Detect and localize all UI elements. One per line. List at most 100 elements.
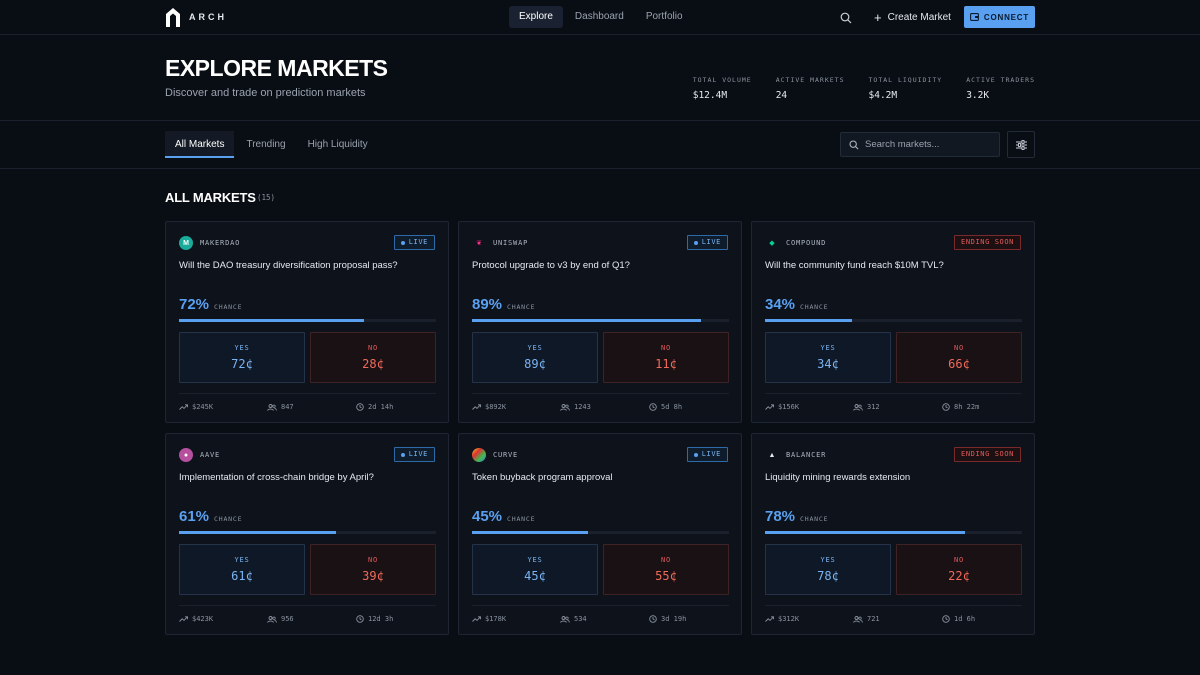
tab-all-markets[interactable]: All Markets bbox=[165, 131, 235, 158]
volume-stat: $423K bbox=[179, 615, 213, 623]
time-left-value: 8h 22m bbox=[954, 403, 980, 411]
no-label: NO bbox=[953, 556, 965, 564]
no-price: 39¢ bbox=[362, 569, 384, 583]
nav-dashboard[interactable]: Dashboard bbox=[574, 11, 624, 22]
volume-stat: $178K bbox=[472, 615, 506, 623]
users-icon bbox=[853, 403, 863, 411]
chance-progress-bar bbox=[765, 319, 1022, 322]
connect-wallet-button[interactable]: CONNECT bbox=[964, 6, 1035, 28]
arch-logo-icon bbox=[166, 8, 180, 27]
chance-progress-fill bbox=[472, 319, 701, 322]
tab-high-liquidity[interactable]: High Liquidity bbox=[307, 139, 368, 150]
nav-explore[interactable]: Explore bbox=[509, 6, 563, 28]
market-question[interactable]: Liquidity mining rewards extension bbox=[765, 472, 911, 483]
filter-settings-button[interactable] bbox=[1007, 131, 1035, 158]
users-icon bbox=[267, 615, 277, 623]
search-icon[interactable] bbox=[840, 11, 854, 25]
live-dot-icon bbox=[400, 452, 405, 457]
market-card[interactable]: ▲ BALANCER ENDING SOON Liquidity mining … bbox=[751, 433, 1035, 635]
uniswap-logo-icon: ❦ bbox=[476, 240, 482, 247]
market-card[interactable]: CURVE LIVE Token buyback program approva… bbox=[458, 433, 742, 635]
trending-up-icon bbox=[765, 616, 774, 622]
search-icon bbox=[849, 139, 859, 150]
status-label: LIVE bbox=[408, 238, 428, 246]
no-price: 11¢ bbox=[655, 357, 677, 371]
aave-logo-icon: ● bbox=[179, 448, 193, 462]
filter-bar: All Markets Trending High Liquidity bbox=[0, 121, 1200, 169]
yes-price: 61¢ bbox=[231, 569, 253, 583]
market-question[interactable]: Will the DAO treasury diversification pr… bbox=[179, 260, 398, 271]
chance-label: CHANCE bbox=[800, 303, 829, 311]
volume-stat: $892K bbox=[472, 403, 506, 411]
buy-no-button[interactable]: NO 55¢ bbox=[603, 544, 729, 595]
status-label: LIVE bbox=[701, 238, 721, 246]
chance-label: CHANCE bbox=[507, 303, 536, 311]
create-market-button[interactable]: + Create Market bbox=[874, 6, 951, 28]
buy-yes-button[interactable]: YES 34¢ bbox=[765, 332, 891, 383]
status-label: LIVE bbox=[701, 450, 721, 458]
no-price: 66¢ bbox=[948, 357, 970, 371]
buy-yes-button[interactable]: YES 78¢ bbox=[765, 544, 891, 595]
compound-logo-icon: ◆ bbox=[769, 240, 775, 247]
volume-stat: $312K bbox=[765, 615, 799, 623]
buy-yes-button[interactable]: YES 89¢ bbox=[472, 332, 598, 383]
card-footer: $245K 847 2d 14h bbox=[179, 393, 436, 413]
users-icon bbox=[560, 403, 570, 411]
market-card[interactable]: ❦ UNISWAP LIVE Protocol upgrade to v3 by… bbox=[458, 221, 742, 423]
protocol-name: CURVE bbox=[493, 451, 519, 459]
yes-label: YES bbox=[234, 556, 250, 564]
buy-no-button[interactable]: NO 66¢ bbox=[896, 332, 1022, 383]
clock-icon bbox=[942, 403, 950, 411]
time-left-value: 5d 8h bbox=[661, 403, 683, 411]
brand-logo[interactable]: ARCH bbox=[165, 7, 227, 27]
market-card[interactable]: ● AAVE LIVE Implementation of cross-chai… bbox=[165, 433, 449, 635]
nav-portfolio[interactable]: Portfolio bbox=[645, 11, 683, 22]
live-dot-icon bbox=[400, 240, 405, 245]
protocol-name: COMPOUND bbox=[786, 239, 827, 247]
market-question[interactable]: Protocol upgrade to v3 by end of Q1? bbox=[472, 260, 630, 271]
stats-summary: TOTAL VOLUME $12.4M ACTIVE MARKETS 24 TO… bbox=[693, 76, 1035, 101]
buy-no-button[interactable]: NO 39¢ bbox=[310, 544, 436, 595]
chance-display: 34% CHANCE bbox=[765, 296, 828, 313]
traders-stat: 312 bbox=[853, 403, 880, 411]
buy-no-button[interactable]: NO 11¢ bbox=[603, 332, 729, 383]
card-footer: $423K 956 12d 3h bbox=[179, 605, 436, 625]
no-label: NO bbox=[367, 556, 379, 564]
trending-up-icon bbox=[179, 404, 188, 410]
volume-value: $178K bbox=[485, 615, 507, 623]
buy-yes-button[interactable]: YES 72¢ bbox=[179, 332, 305, 383]
buy-no-button[interactable]: NO 22¢ bbox=[896, 544, 1022, 595]
buy-yes-button[interactable]: YES 61¢ bbox=[179, 544, 305, 595]
users-icon bbox=[560, 615, 570, 623]
plus-icon: + bbox=[874, 9, 882, 25]
chance-progress-bar bbox=[179, 531, 436, 534]
users-icon bbox=[267, 403, 277, 411]
traders-value: 1243 bbox=[574, 403, 591, 411]
protocol-name: BALANCER bbox=[786, 451, 827, 459]
search-markets-field[interactable] bbox=[840, 132, 1000, 157]
time-left-value: 12d 3h bbox=[368, 615, 394, 623]
stat-active-markets: ACTIVE MARKETS 24 bbox=[775, 76, 845, 101]
page-title: EXPLORE MARKETS bbox=[165, 55, 388, 81]
trending-up-icon bbox=[179, 616, 188, 622]
buy-yes-button[interactable]: YES 45¢ bbox=[472, 544, 598, 595]
search-input[interactable] bbox=[865, 139, 995, 150]
chance-progress-fill bbox=[472, 531, 588, 534]
live-dot-icon bbox=[693, 452, 698, 457]
traders-value: 721 bbox=[867, 615, 880, 623]
time-left-stat: 5d 8h bbox=[649, 403, 682, 411]
market-question[interactable]: Will the community fund reach $10M TVL? bbox=[765, 260, 944, 271]
yes-label: YES bbox=[234, 344, 250, 352]
market-question[interactable]: Implementation of cross-chain bridge by … bbox=[179, 472, 374, 483]
card-footer: $156K 312 8h 22m bbox=[765, 393, 1022, 413]
volume-value: $156K bbox=[778, 403, 800, 411]
market-card[interactable]: ◆ COMPOUND ENDING SOON Will the communit… bbox=[751, 221, 1035, 423]
yes-price: 78¢ bbox=[817, 569, 839, 583]
market-question[interactable]: Token buyback program approval bbox=[472, 472, 613, 483]
tab-trending[interactable]: Trending bbox=[246, 139, 286, 150]
chance-label: CHANCE bbox=[214, 515, 243, 523]
trending-up-icon bbox=[472, 404, 481, 410]
card-protocol: ◆ COMPOUND bbox=[765, 236, 826, 250]
buy-no-button[interactable]: NO 28¢ bbox=[310, 332, 436, 383]
market-card[interactable]: M MAKERDAO LIVE Will the DAO treasury di… bbox=[165, 221, 449, 423]
